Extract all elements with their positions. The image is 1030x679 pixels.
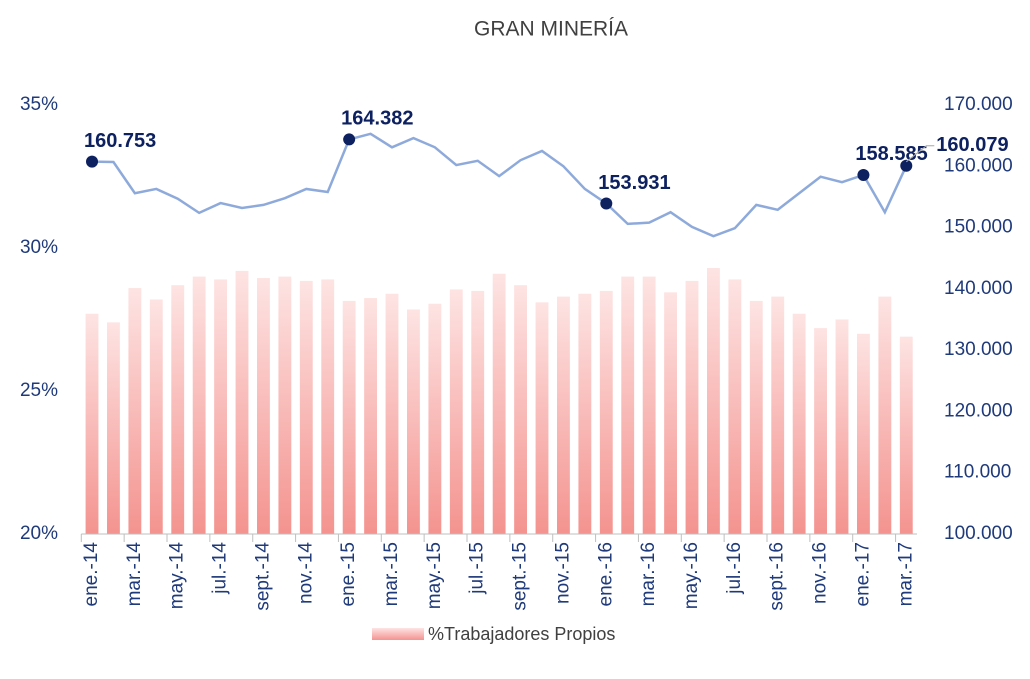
bar: [407, 309, 420, 534]
x-tick-label: mar.-16: [638, 542, 659, 606]
legend-label: %Trabajadores Propios: [428, 624, 615, 644]
x-tick-label: may.-15: [424, 542, 445, 609]
bar: [664, 292, 678, 534]
x-tick-label: may.-16: [681, 542, 702, 609]
legend-swatch: [372, 628, 424, 640]
x-tick-label: ene.-15: [338, 542, 359, 606]
point-marker: [343, 133, 356, 146]
x-tick-label: mar.-15: [381, 542, 402, 606]
bar: [214, 279, 228, 534]
x-tick-label: nov.-15: [552, 542, 573, 604]
y-tick-label: 25%: [20, 380, 58, 401]
bar: [257, 278, 270, 534]
bar: [471, 290, 485, 534]
point-marker: [857, 168, 870, 181]
bar: [171, 285, 185, 534]
y2-tick-label: 140.000: [944, 278, 1013, 299]
y-tick-label: 20%: [20, 523, 58, 544]
bar: [771, 296, 785, 534]
bar: [792, 313, 806, 534]
point-marker: [600, 197, 613, 210]
y2-tick-label: 150.000: [944, 217, 1013, 238]
bar: [235, 270, 249, 534]
bar: [642, 276, 656, 534]
bar: [707, 268, 720, 534]
bar: [685, 280, 699, 534]
bar: [621, 276, 635, 534]
bar: [364, 298, 378, 534]
bar: [514, 285, 528, 534]
x-tick-label: sept.-16: [767, 542, 788, 611]
x-tick-label: mar.-17: [895, 542, 916, 606]
y2-tick-label: 160.000: [944, 155, 1013, 176]
chart-title: GRAN MINERÍA: [474, 18, 628, 41]
x-tick-label: sept.-14: [252, 542, 273, 611]
bar: [321, 279, 335, 534]
bar: [857, 333, 870, 534]
leader-line: [905, 145, 935, 163]
data-label: 160.753: [84, 130, 156, 152]
bar: [385, 293, 399, 534]
x-tick-label: may.-14: [167, 542, 188, 610]
bar: [149, 299, 163, 534]
point-marker: [86, 155, 99, 168]
bar: [128, 288, 142, 534]
bar: [557, 296, 570, 534]
bar: [342, 300, 356, 534]
bar: [578, 293, 592, 534]
data-label: 158.585: [855, 143, 927, 165]
bar: [599, 290, 613, 534]
y2-tick-label: 120.000: [944, 400, 1013, 421]
bar: [749, 300, 763, 534]
y2-tick-label: 100.000: [944, 523, 1013, 544]
line: [91, 132, 908, 238]
bar: [428, 303, 442, 534]
bar: [299, 280, 313, 534]
y-tick-label: 35%: [20, 94, 58, 115]
bar: [899, 336, 913, 534]
bar: [814, 328, 828, 534]
bar: [107, 322, 120, 534]
x-tick-label: ene.-14: [81, 542, 102, 607]
bar: [728, 279, 742, 534]
x-tick-label: nov.-16: [810, 542, 831, 604]
x-tick-label: sept.-15: [510, 542, 531, 611]
bar: [192, 276, 206, 534]
x-tick-label: jul.-14: [210, 542, 231, 595]
point-marker: [900, 159, 913, 172]
x-tick-label: jul.-16: [724, 542, 745, 595]
x-tick-label: nov.-14: [295, 542, 316, 604]
bar: [535, 302, 549, 534]
y-tick-label: 30%: [20, 237, 58, 258]
x-tick-label: jul.-15: [467, 542, 488, 595]
data-label: 160.079: [936, 134, 1008, 156]
y2-tick-label: 110.000: [944, 462, 1011, 483]
data-label: 153.931: [598, 172, 670, 194]
bar: [492, 273, 506, 534]
data-label: 164.382: [341, 108, 413, 130]
bar: [278, 276, 292, 534]
bar: [835, 319, 849, 534]
bar: [449, 289, 463, 534]
bar: [85, 313, 99, 534]
x-tick-label: ene.-17: [852, 542, 873, 606]
y2-tick-label: 170.000: [944, 94, 1013, 115]
bar: [878, 296, 892, 534]
x-tick-label: mar.-14: [124, 542, 145, 607]
y2-tick-label: 130.000: [944, 339, 1013, 360]
x-tick-label: ene.-16: [595, 542, 616, 606]
